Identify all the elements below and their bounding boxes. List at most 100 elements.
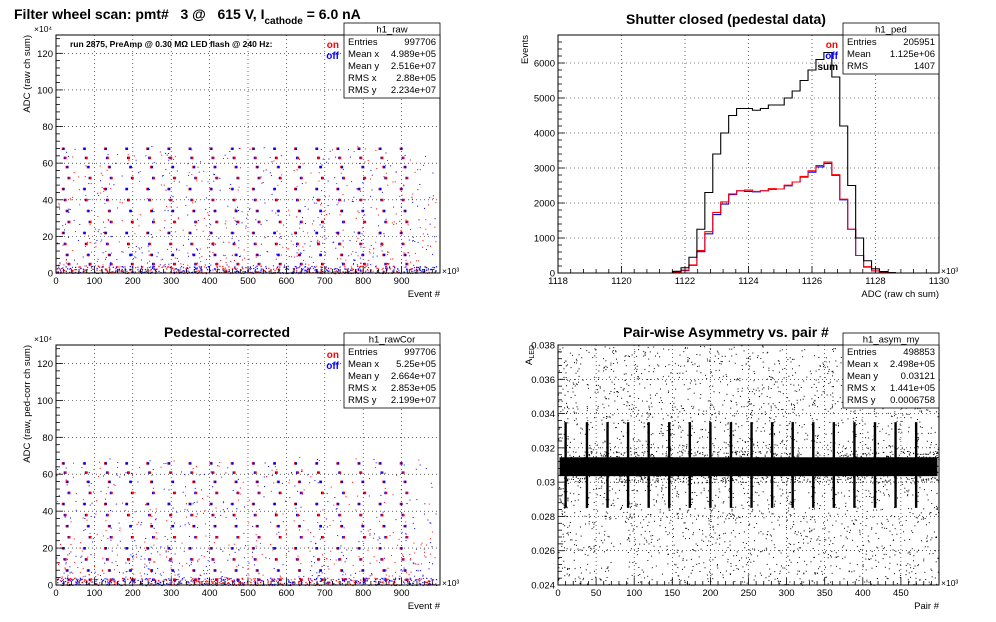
scatter-point [629, 516, 631, 518]
scatter-point [683, 419, 685, 421]
scatter-point [116, 259, 118, 261]
scatter-point [711, 414, 713, 416]
scatter-point [698, 529, 700, 531]
scatter-point [414, 252, 416, 254]
scatter-point [335, 247, 337, 249]
scatter-point [575, 533, 577, 535]
scatter-point [190, 563, 192, 565]
scatter-point [560, 456, 562, 458]
scatter-point [367, 549, 369, 551]
scatter-point [299, 578, 301, 580]
scatter-point [100, 241, 102, 243]
scatter-point [861, 419, 863, 421]
scatter-point [170, 156, 173, 160]
scatter-point [393, 206, 395, 208]
scatter-point [65, 266, 67, 268]
scatter-point [388, 575, 390, 577]
scatter-point [94, 565, 96, 567]
scatter-point [372, 270, 374, 272]
scatter-point [256, 578, 259, 580]
scatter-point [367, 270, 369, 272]
scatter-point [760, 531, 762, 533]
scatter-point [233, 579, 235, 581]
scatter-point [279, 237, 281, 239]
chart-title: Pedestal-corrected [164, 324, 290, 340]
scatter-point [298, 209, 301, 213]
scatter-point [917, 500, 919, 502]
scatter-point [734, 415, 736, 417]
scatter-point [653, 545, 655, 547]
scatter-point [68, 262, 71, 266]
scatter-point [561, 494, 563, 496]
scatter-point [277, 271, 279, 274]
scatter-point [566, 405, 568, 407]
scatter-point [213, 562, 215, 564]
scatter-point [254, 513, 257, 517]
scatter-point [742, 507, 744, 509]
scatter-point [412, 236, 414, 238]
scatter-point [147, 262, 149, 264]
scatter-point [273, 482, 275, 484]
scatter-point [790, 561, 792, 563]
scatter-point [72, 462, 74, 464]
scatter-point [68, 553, 70, 555]
scatter-point [414, 575, 416, 577]
scatter-point [118, 266, 120, 268]
scatter-point [66, 480, 69, 484]
scatter-point [231, 548, 233, 550]
scatter-point [243, 257, 245, 259]
scatter-point [338, 270, 340, 272]
scatter-point [144, 268, 146, 270]
scatter-point [111, 550, 113, 552]
scatter-point [328, 581, 330, 583]
scatter-point [350, 579, 352, 581]
scatter-point [79, 577, 82, 579]
scatter-point [176, 258, 178, 260]
scatter-point [64, 568, 66, 570]
scatter-point [337, 231, 340, 235]
scatter-point [352, 264, 354, 266]
scatter-point [409, 553, 411, 555]
scatter-point [327, 180, 329, 182]
scatter-point [246, 217, 248, 219]
scatter-point [603, 390, 605, 392]
scatter-point [116, 554, 118, 556]
scatter-point [168, 187, 171, 191]
scatter-point [264, 270, 266, 272]
scatter-point [877, 443, 879, 445]
scatter-point [132, 556, 134, 558]
scatter-point [195, 176, 198, 180]
scatter-point [95, 500, 97, 502]
scatter-point [912, 494, 914, 496]
scatter-point [152, 220, 155, 224]
scatter-point [318, 172, 320, 174]
scatter-point [107, 271, 109, 273]
scatter-point [816, 539, 818, 541]
scatter-point [122, 251, 124, 253]
scatter-point [72, 579, 74, 581]
scatter-point [82, 517, 84, 519]
scatter-point [655, 486, 657, 488]
scatter-point [184, 524, 186, 526]
y-tick-label: 80 [42, 122, 53, 133]
scatter-point [188, 174, 190, 176]
scatter-point [846, 510, 848, 512]
scatter-point [220, 578, 223, 580]
scatter-point [370, 169, 372, 171]
scatter-point [311, 561, 313, 563]
scatter-point [405, 540, 407, 542]
scatter-point [909, 552, 911, 554]
scatter-point [252, 502, 255, 506]
scatter-point [254, 558, 257, 561]
scatter-point [842, 445, 844, 447]
scatter-point [764, 413, 766, 415]
scatter-point [589, 444, 591, 446]
scatter-point [203, 580, 205, 582]
scatter-point [846, 530, 848, 532]
scatter-point [316, 577, 318, 580]
scatter-point [210, 579, 213, 581]
scatter-point [259, 542, 261, 544]
scatter-point [145, 577, 147, 580]
scatter-point [841, 419, 843, 421]
x-tick-label: 400 [202, 276, 218, 287]
